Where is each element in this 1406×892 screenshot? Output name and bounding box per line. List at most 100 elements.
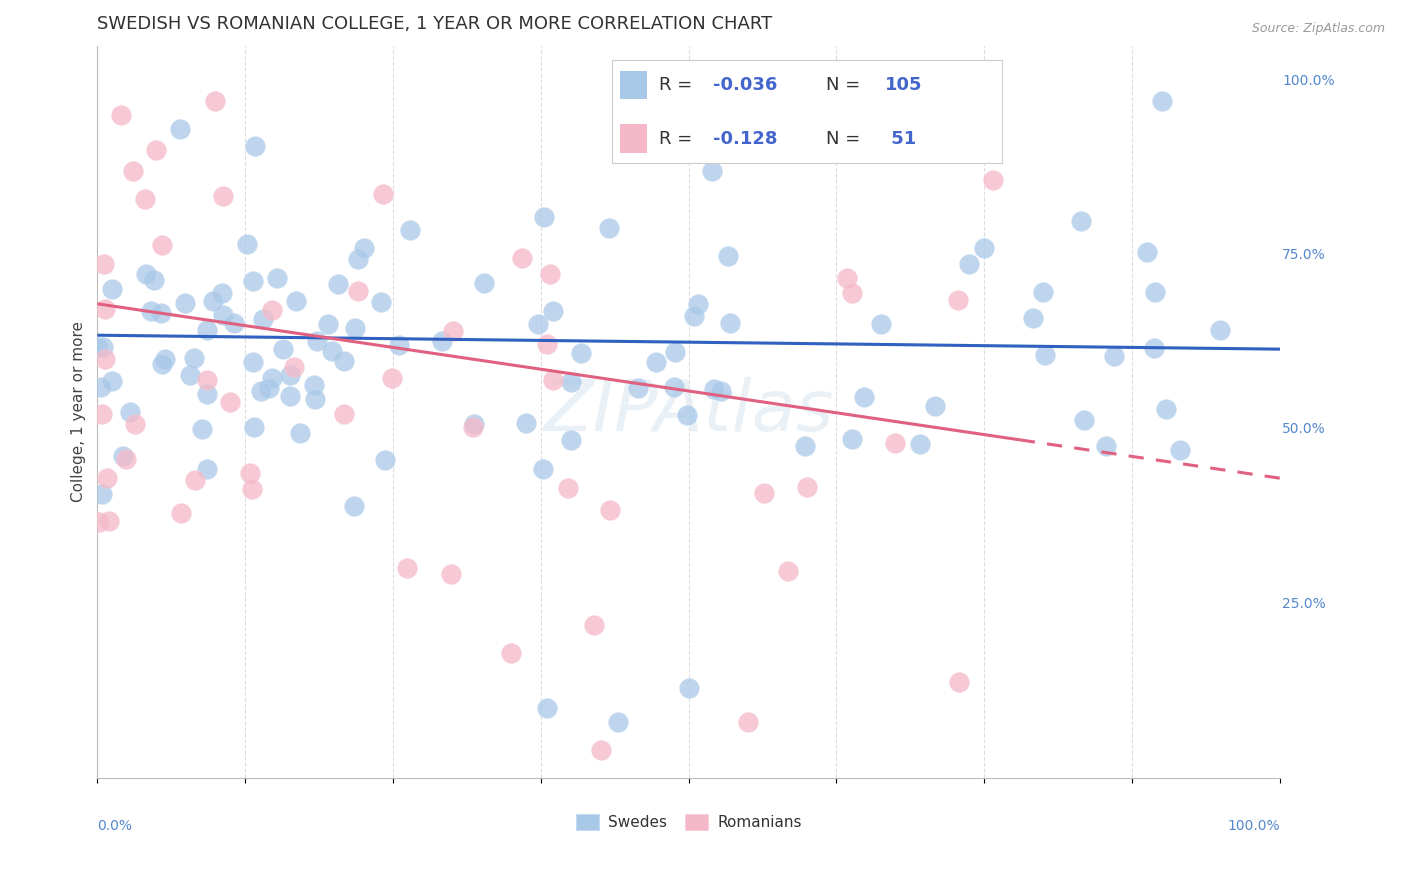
Point (710, 384, 733, 399)
Point (754, 486, 776, 500)
Point (252, 312, 274, 326)
Point (170, 506, 193, 520)
Text: 100.0%: 100.0% (1282, 73, 1334, 87)
Point (374, 453, 396, 467)
Point (510, 251, 533, 265)
Point (533, 211, 555, 225)
Point (195, 323, 218, 337)
Point (1136, 244, 1159, 259)
Point (197, 373, 219, 387)
Point (946, 293, 969, 307)
Point (852, 390, 875, 404)
Point (370, 294, 392, 309)
Point (219, 395, 242, 409)
Point (266, 270, 288, 285)
Text: 0.0%: 0.0% (97, 819, 132, 832)
Point (353, 242, 375, 256)
Point (664, 344, 686, 359)
Point (683, 310, 706, 324)
Point (344, 320, 367, 334)
Point (121, 164, 143, 178)
Text: SWEDISH VS ROMANIAN COLLEGE, 1 YEAR OR MORE CORRELATION CHART: SWEDISH VS ROMANIAN COLLEGE, 1 YEAR OR M… (97, 15, 773, 33)
Point (395, 561, 418, 575)
Point (841, 286, 863, 301)
Point (796, 480, 818, 494)
Point (1209, 322, 1232, 336)
Point (924, 399, 946, 413)
Point (139, 303, 162, 318)
Point (150, 238, 173, 252)
Point (278, 368, 301, 383)
Point (118, 405, 141, 419)
Point (278, 389, 301, 403)
Point (243, 139, 266, 153)
Point (307, 334, 329, 349)
Point (239, 466, 262, 480)
Point (195, 462, 218, 476)
Point (557, 481, 579, 495)
Point (304, 392, 326, 406)
Point (211, 189, 233, 203)
Point (152, 357, 174, 371)
Point (150, 306, 173, 320)
Text: Source: ZipAtlas.com: Source: ZipAtlas.com (1251, 22, 1385, 36)
Point (1168, 443, 1191, 458)
Point (430, 334, 453, 349)
Point (212, 308, 235, 322)
Point (440, 566, 463, 581)
Point (93, 257, 115, 271)
Point (191, 422, 214, 436)
Point (90, 379, 112, 393)
Point (93, 340, 115, 354)
Point (201, 294, 224, 309)
Point (134, 192, 156, 206)
Point (948, 674, 970, 689)
Point (94, 351, 117, 366)
Point (101, 282, 124, 296)
Point (910, 437, 932, 451)
Point (112, 450, 135, 464)
Point (883, 436, 905, 450)
Point (1154, 402, 1177, 417)
Point (472, 276, 495, 290)
Point (87, 515, 110, 529)
Point (678, 681, 700, 695)
Point (183, 351, 205, 365)
Point (302, 378, 325, 392)
Point (776, 564, 799, 578)
Point (1143, 285, 1166, 299)
Point (87, 340, 110, 354)
Point (441, 325, 464, 339)
Point (1021, 311, 1043, 326)
Point (343, 500, 366, 514)
Point (284, 294, 307, 309)
Point (515, 416, 537, 430)
Point (686, 297, 709, 311)
Point (1150, 95, 1173, 109)
Point (204, 94, 226, 108)
Point (538, 267, 561, 281)
Y-axis label: College, 1 year or more: College, 1 year or more (72, 321, 86, 502)
Point (90, 407, 112, 421)
Point (316, 318, 339, 332)
Point (957, 257, 980, 271)
Point (702, 164, 724, 178)
Point (536, 701, 558, 715)
Point (240, 483, 263, 497)
Point (173, 296, 195, 310)
Point (271, 343, 294, 357)
Point (347, 252, 370, 266)
Point (526, 317, 548, 331)
Point (388, 338, 411, 352)
Text: ZIPAtlas: ZIPAtlas (543, 377, 834, 446)
Point (371, 186, 394, 201)
Point (94, 302, 117, 317)
Point (91, 487, 114, 501)
Point (101, 374, 124, 388)
Point (1094, 439, 1116, 453)
Point (645, 355, 668, 369)
Point (583, 617, 606, 632)
Point (169, 122, 191, 136)
Legend: Swedes, Romanians: Swedes, Romanians (569, 808, 808, 837)
Point (536, 337, 558, 351)
